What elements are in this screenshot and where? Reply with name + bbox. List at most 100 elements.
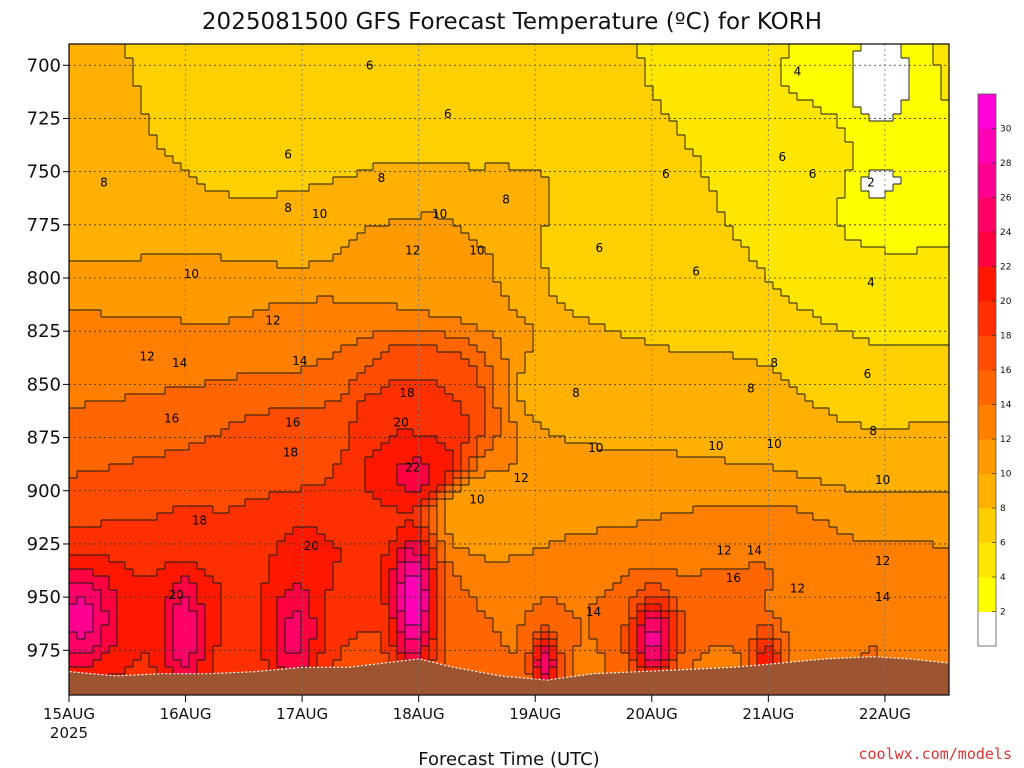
- temperature-band-cell: [509, 387, 518, 395]
- temperature-band-cell: [69, 429, 222, 437]
- temperature-band-cell: [69, 408, 270, 416]
- colorbar-label: 2: [1000, 608, 1006, 618]
- temperature-band-cell: [197, 177, 334, 185]
- temperature-band-cell: [645, 625, 662, 633]
- temperature-band-cell: [461, 408, 486, 416]
- x-axis-year-label: 2025: [50, 724, 88, 742]
- temperature-band-cell: [693, 506, 798, 514]
- temperature-band-cell: [541, 597, 558, 605]
- temperature-band-cell: [69, 289, 502, 297]
- temperature-band-cell: [533, 653, 542, 661]
- temperature-band-cell: [405, 555, 422, 563]
- temperature-band-cell: [101, 604, 118, 612]
- temperature-band-cell: [813, 513, 950, 521]
- temperature-band-cell: [333, 471, 366, 479]
- temperature-band-cell: [541, 674, 550, 682]
- temperature-band-cell: [333, 177, 550, 185]
- temperature-band-cell: [853, 58, 910, 66]
- temperature-band-cell: [429, 548, 438, 556]
- temperature-band-cell: [517, 380, 790, 388]
- temperature-band-cell: [909, 86, 942, 94]
- temperature-band-cell: [677, 632, 686, 640]
- temperature-band-cell: [869, 646, 878, 654]
- credit-link[interactable]: coolwx.com/models: [858, 745, 1012, 763]
- temperature-band-cell: [429, 590, 438, 598]
- temperature-band-cell: [493, 254, 542, 262]
- colorbar-swatch: [978, 542, 996, 578]
- temperature-band-cell: [429, 632, 438, 640]
- temperature-band-cell: [69, 520, 102, 528]
- temperature-band-cell: [381, 597, 390, 605]
- temperature-band-cell: [469, 471, 486, 479]
- temperature-band-cell: [677, 450, 950, 458]
- temperature-band-cell: [845, 485, 950, 493]
- temperature-band-cell: [261, 632, 278, 640]
- temperature-band-cell: [429, 625, 438, 633]
- temperature-band-cell: [821, 478, 950, 486]
- temperature-band-cell: [101, 590, 118, 598]
- temperature-band-cell: [933, 51, 950, 59]
- temperature-band-cell: [125, 667, 158, 675]
- temperature-band-cell: [613, 583, 646, 591]
- temperature-band-cell: [421, 653, 430, 661]
- temperature-band-cell: [293, 527, 318, 535]
- temperature-band-cell: [885, 191, 950, 199]
- temperature-band-cell: [469, 233, 542, 241]
- temperature-band-cell: [533, 324, 606, 332]
- temperature-band-cell: [149, 128, 678, 136]
- temperature-band-cell: [773, 639, 782, 647]
- colorbar-swatch: [978, 94, 996, 129]
- temperature-band-cell: [493, 443, 518, 451]
- temperature-band-cell: [429, 527, 438, 535]
- temperature-band-cell: [701, 569, 774, 577]
- temperature-band-cell: [397, 653, 406, 661]
- temperature-band-cell: [405, 548, 414, 556]
- temperature-band-cell: [69, 590, 102, 598]
- temperature-band-cell: [325, 639, 350, 647]
- temperature-band-cell: [789, 632, 950, 640]
- temperature-band-cell: [405, 541, 422, 549]
- temperature-band-cell: [701, 163, 854, 171]
- temperature-band-cell: [469, 422, 486, 430]
- temperature-band-cell: [493, 436, 518, 444]
- temperature-band-cell: [669, 604, 678, 612]
- temperature-band-cell: [69, 107, 142, 115]
- y-tick-label: 900: [27, 481, 61, 502]
- temperature-band-cell: [173, 156, 702, 164]
- temperature-band-cell: [301, 366, 366, 374]
- temperature-band-cell: [485, 247, 542, 255]
- temperature-band-cell: [909, 79, 942, 87]
- x-tick-label: 21AUG: [742, 705, 794, 723]
- temperature-band-cell: [549, 282, 774, 290]
- colorbar-label: 16: [1000, 366, 1012, 376]
- temperature-band-cell: [517, 436, 566, 444]
- temperature-band-cell: [845, 135, 950, 143]
- temperature-band-cell: [541, 254, 750, 262]
- temperature-band-cell: [429, 618, 438, 626]
- x-axis: 15AUG 16AUG 17AUG 18AUG 19AUG 20AUG 21AUG 22AUG: [43, 695, 911, 723]
- temperature-band-cell: [397, 639, 406, 647]
- temperature-band-cell: [365, 457, 414, 465]
- temperature-band-cell: [837, 205, 950, 213]
- y-tick-label: 800: [27, 268, 61, 289]
- temperature-band-cell: [397, 646, 406, 654]
- temperature-band-cell: [421, 527, 430, 535]
- temperature-band-cell: [789, 653, 862, 661]
- temperature-band-cell: [389, 541, 406, 549]
- temperature-band-cell: [421, 590, 430, 598]
- temperature-band-cell: [565, 303, 798, 311]
- temperature-band-cell: [853, 72, 910, 80]
- temperature-band-cell: [69, 548, 278, 556]
- temperature-band-cell: [573, 667, 606, 675]
- temperature-band-cell: [405, 576, 422, 584]
- temperature-band-cell: [661, 604, 670, 612]
- temperature-band-cell: [525, 366, 774, 374]
- temperature-band-cell: [557, 660, 566, 668]
- temperature-band-cell: [165, 653, 174, 661]
- temperature-band-cell: [341, 457, 366, 465]
- temperature-band-cell: [373, 359, 470, 367]
- temperature-band-cell: [549, 429, 950, 437]
- temperature-band-cell: [661, 107, 822, 115]
- temperature-band-cell: [445, 499, 950, 507]
